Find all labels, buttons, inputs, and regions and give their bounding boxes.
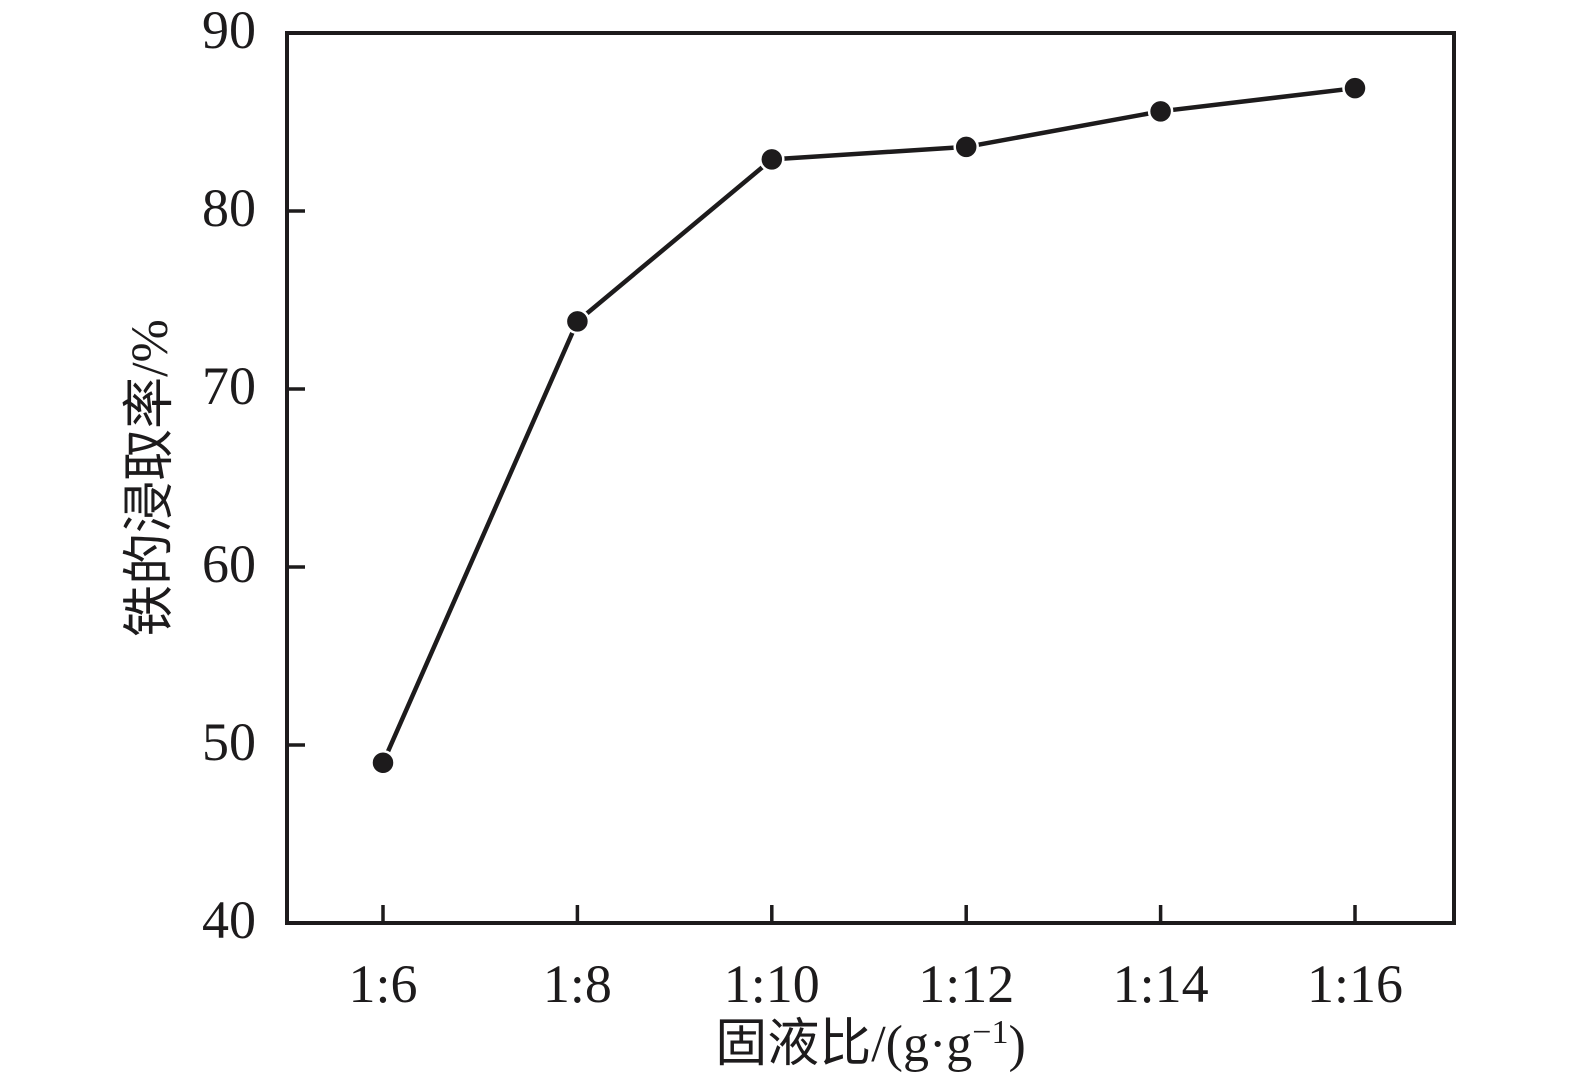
x-tick-label: 1:14 — [1113, 954, 1209, 1014]
data-point — [953, 134, 979, 160]
y-tick-label: 90 — [202, 0, 256, 60]
plot-area-border — [285, 31, 1456, 925]
data-point — [1342, 75, 1368, 101]
y-tick-label: 40 — [202, 890, 256, 950]
y-tick-label: 80 — [202, 178, 256, 238]
x-tick-label: 1:12 — [918, 954, 1014, 1014]
x-tick-label: 1:6 — [348, 954, 417, 1014]
data-line — [380, 85, 1356, 764]
x-axis-title: 固液比/(g·g−1) — [715, 1014, 1026, 1073]
data-point — [564, 308, 591, 335]
x-tick-label: 1:8 — [543, 954, 612, 1014]
y-axis-title: 铁的浸取率/% — [122, 319, 179, 637]
data-point — [1147, 98, 1174, 125]
y-tick-label: 60 — [202, 534, 256, 594]
data-point — [759, 146, 785, 173]
data-point — [370, 750, 396, 776]
y-tick-label: 70 — [202, 356, 256, 416]
x-tick-label: 1:16 — [1307, 954, 1403, 1014]
x-tick-label: 1:10 — [724, 954, 820, 1014]
y-tick-label: 50 — [202, 712, 256, 772]
